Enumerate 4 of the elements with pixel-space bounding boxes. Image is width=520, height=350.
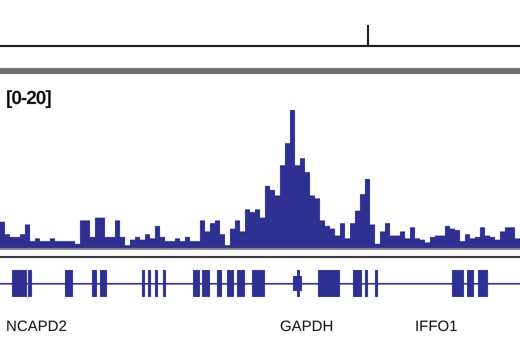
text: GAPDH <box>280 318 334 335</box>
text: IFFO1 <box>415 318 458 335</box>
text: [0-20] <box>6 88 51 110</box>
text: NCAPD2 <box>6 318 67 335</box>
